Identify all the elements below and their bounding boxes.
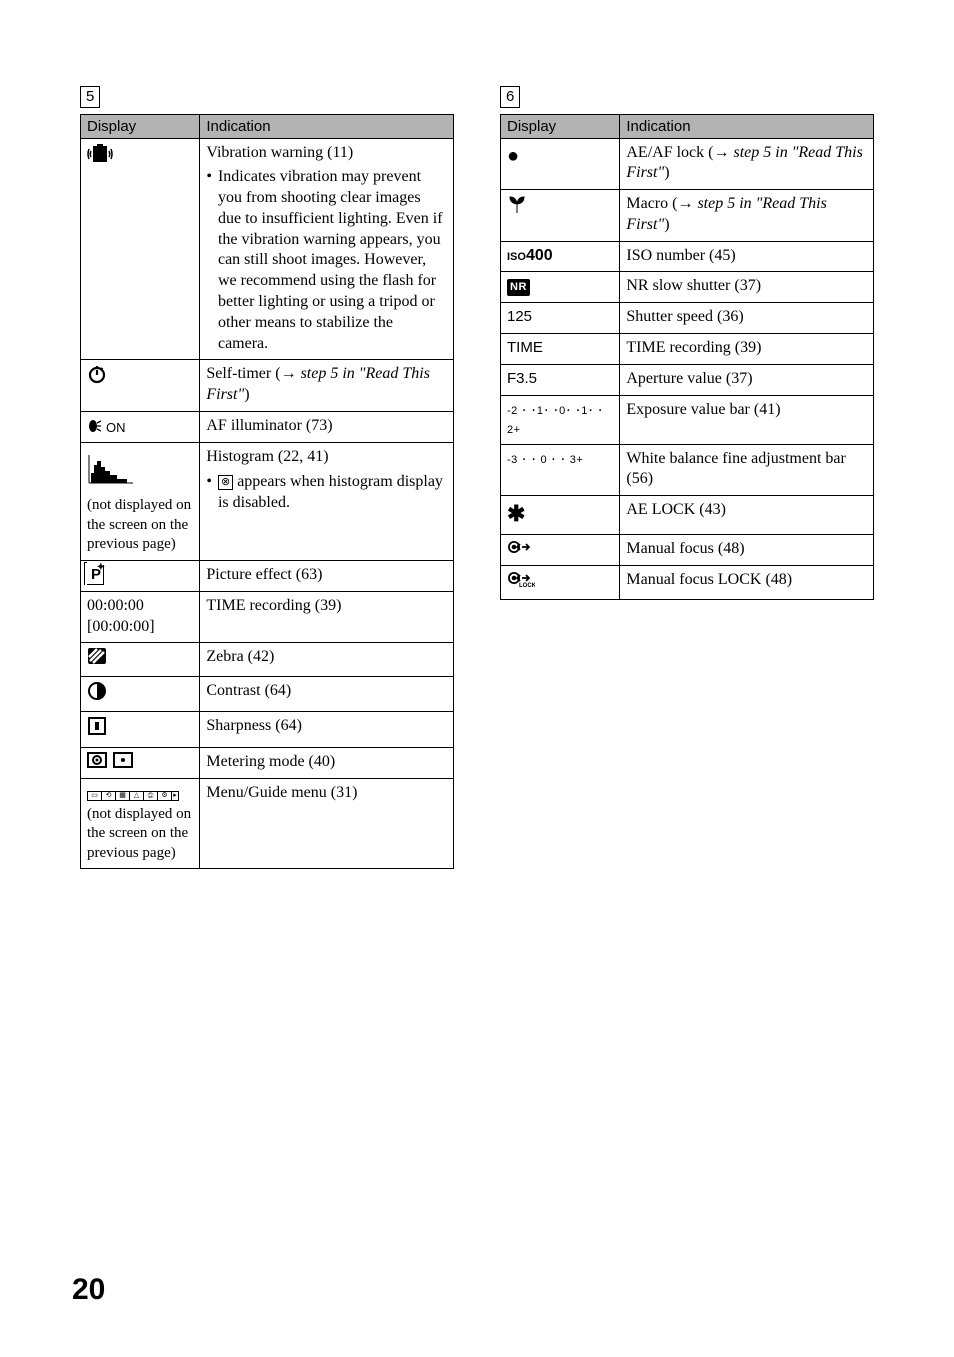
shutter-speed-text: Shutter speed (36) <box>620 303 874 334</box>
table-row: Self-timer (→ step 5 in "Read This First… <box>81 360 454 412</box>
exposure-bar-text: Exposure value bar (41) <box>620 395 874 444</box>
manual-focus-icon <box>507 542 531 559</box>
table-row: P✦ Picture effect (63) <box>81 560 454 591</box>
aeaf-text-post: ) <box>664 164 669 181</box>
self-timer-text-pre: Self-timer ( <box>206 365 280 382</box>
time-icon: TIME <box>501 334 620 365</box>
nr-text: NR slow shutter (37) <box>620 272 874 303</box>
section-5-number: 5 <box>80 86 100 108</box>
arrow-icon: → <box>677 195 693 212</box>
picture-effect-icon: P✦ <box>87 565 104 586</box>
time-text: TIME recording (39) <box>620 334 874 365</box>
time-recording-display: 00:00:00 [00:00:00] <box>81 591 200 643</box>
svg-text:LOCK: LOCK <box>519 583 535 588</box>
af-illuminator-text: AF illuminator (73) <box>200 412 454 443</box>
two-column-layout: 5 Display Indication Vibration war <box>80 86 874 869</box>
vibration-warning-text: Vibration warning (11) <box>206 143 447 164</box>
ae-lock-text: AE LOCK (43) <box>620 496 874 535</box>
page-number: 20 <box>72 1273 105 1307</box>
table-row: NR NR slow shutter (37) <box>501 272 874 303</box>
col-header-indication: Indication <box>620 114 874 138</box>
contrast-icon <box>87 688 107 705</box>
metering-mode-text: Metering mode (40) <box>200 747 454 779</box>
col-header-indication: Indication <box>200 114 454 138</box>
table-row: Manual focus (48) <box>501 534 874 566</box>
section-6-number: 6 <box>500 86 520 108</box>
arrow-icon: → <box>281 365 297 382</box>
macro-text-pre: Macro ( <box>626 195 677 212</box>
zebra-icon <box>87 652 107 669</box>
column-right: 6 Display Indication ● AE/AF lock (→ ste… <box>500 86 874 869</box>
table-row: Zebra (42) <box>81 643 454 677</box>
table-row: (not displayed on the screen on the prev… <box>81 442 454 560</box>
table-row: Macro (→ step 5 in "Read This First") <box>501 190 874 242</box>
ae-lock-icon: ✱ <box>507 501 525 526</box>
wb-bar-icon: -3 ･ ･ 0 ･ ･ 3+ <box>507 454 583 466</box>
aperture-icon: F3.5 <box>501 364 620 395</box>
iso-text: ISO number (45) <box>620 241 874 272</box>
table-row: Metering mode (40) <box>81 747 454 779</box>
table-row: -2 ･ ･1･ ･0･ ･1･ ･2+ Exposure value bar … <box>501 395 874 444</box>
table-row: LOCK Manual focus LOCK (48) <box>501 566 874 600</box>
table-row: ✱ AE LOCK (43) <box>501 496 874 535</box>
table-row: F3.5 Aperture value (37) <box>501 364 874 395</box>
time-recording-text: TIME recording (39) <box>200 591 454 643</box>
table-row: Sharpness (64) <box>81 712 454 748</box>
histogram-display-note: (not displayed on the screen on the prev… <box>87 496 193 555</box>
macro-icon <box>507 201 527 218</box>
bullet-dot: • <box>206 472 212 514</box>
af-illuminator-icon <box>87 415 106 435</box>
col-header-display: Display <box>501 114 620 138</box>
menu-guide-text: Menu/Guide menu (31) <box>200 779 454 869</box>
bullet-dot: • <box>206 167 212 354</box>
vibration-warning-bullet: Indicates vibration may prevent you from… <box>218 167 447 354</box>
histogram-icon <box>87 453 135 485</box>
table-row: ● AE/AF lock (→ step 5 in "Read This Fir… <box>501 138 874 190</box>
picture-effect-text: Picture effect (63) <box>200 560 454 591</box>
iso-icon: ISO400 <box>507 247 553 264</box>
exposure-bar-icon: -2 ･ ･1･ ･0･ ･1･ ･2+ <box>507 405 603 437</box>
menu-guide-icon: ▭⟲▦△⎙⚙▸ <box>87 791 179 801</box>
nr-icon: NR <box>507 279 530 295</box>
ae-af-lock-icon: ● <box>507 145 519 167</box>
af-illuminator-label: ON <box>106 420 126 435</box>
table-row: ISO400 ISO number (45) <box>501 241 874 272</box>
self-timer-text-post: ) <box>244 386 249 403</box>
manual-focus-text: Manual focus (48) <box>620 534 874 566</box>
histogram-text: Histogram (22, 41) <box>206 447 447 468</box>
aeaf-text-pre: AE/AF lock ( <box>626 144 713 161</box>
manual-focus-lock-text: Manual focus LOCK (48) <box>620 566 874 600</box>
arrow-icon: → <box>713 144 729 161</box>
sharpness-text: Sharpness (64) <box>200 712 454 748</box>
manual-focus-lock-icon: LOCK <box>507 575 535 592</box>
metering-mode-icon <box>87 752 133 768</box>
menu-guide-display-note: (not displayed on the screen on the prev… <box>87 805 193 864</box>
table-section-5: Display Indication Vibration warning (11… <box>80 114 454 870</box>
wb-bar-text: White balance fine adjustment bar (56) <box>620 444 874 496</box>
contrast-text: Contrast (64) <box>200 676 454 712</box>
table-row: ON AF illuminator (73) <box>81 412 454 443</box>
table-section-6: Display Indication ● AE/AF lock (→ step … <box>500 114 874 600</box>
column-left: 5 Display Indication Vibration war <box>80 86 454 869</box>
table-row: ▭⟲▦△⎙⚙▸ (not displayed on the screen on … <box>81 779 454 869</box>
macro-text-post: ) <box>664 216 669 233</box>
zebra-text: Zebra (42) <box>200 643 454 677</box>
table-row: Contrast (64) <box>81 676 454 712</box>
table-row: Vibration warning (11) • Indicates vibra… <box>81 138 454 360</box>
self-timer-icon <box>87 368 107 388</box>
table-row: -3 ･ ･ 0 ･ ･ 3+ White balance fine adjus… <box>501 444 874 496</box>
sharpness-icon <box>87 723 107 740</box>
histogram-disabled-icon: ⊗ <box>218 475 233 490</box>
table-row: 125 Shutter speed (36) <box>501 303 874 334</box>
vibration-warning-icon <box>87 149 113 169</box>
shutter-speed-icon: 125 <box>501 303 620 334</box>
col-header-display: Display <box>81 114 200 138</box>
table-row: TIME TIME recording (39) <box>501 334 874 365</box>
aperture-text: Aperture value (37) <box>620 364 874 395</box>
table-row: 00:00:00 [00:00:00] TIME recording (39) <box>81 591 454 643</box>
histogram-bullet-text: appears when histogram display is disabl… <box>218 473 443 511</box>
